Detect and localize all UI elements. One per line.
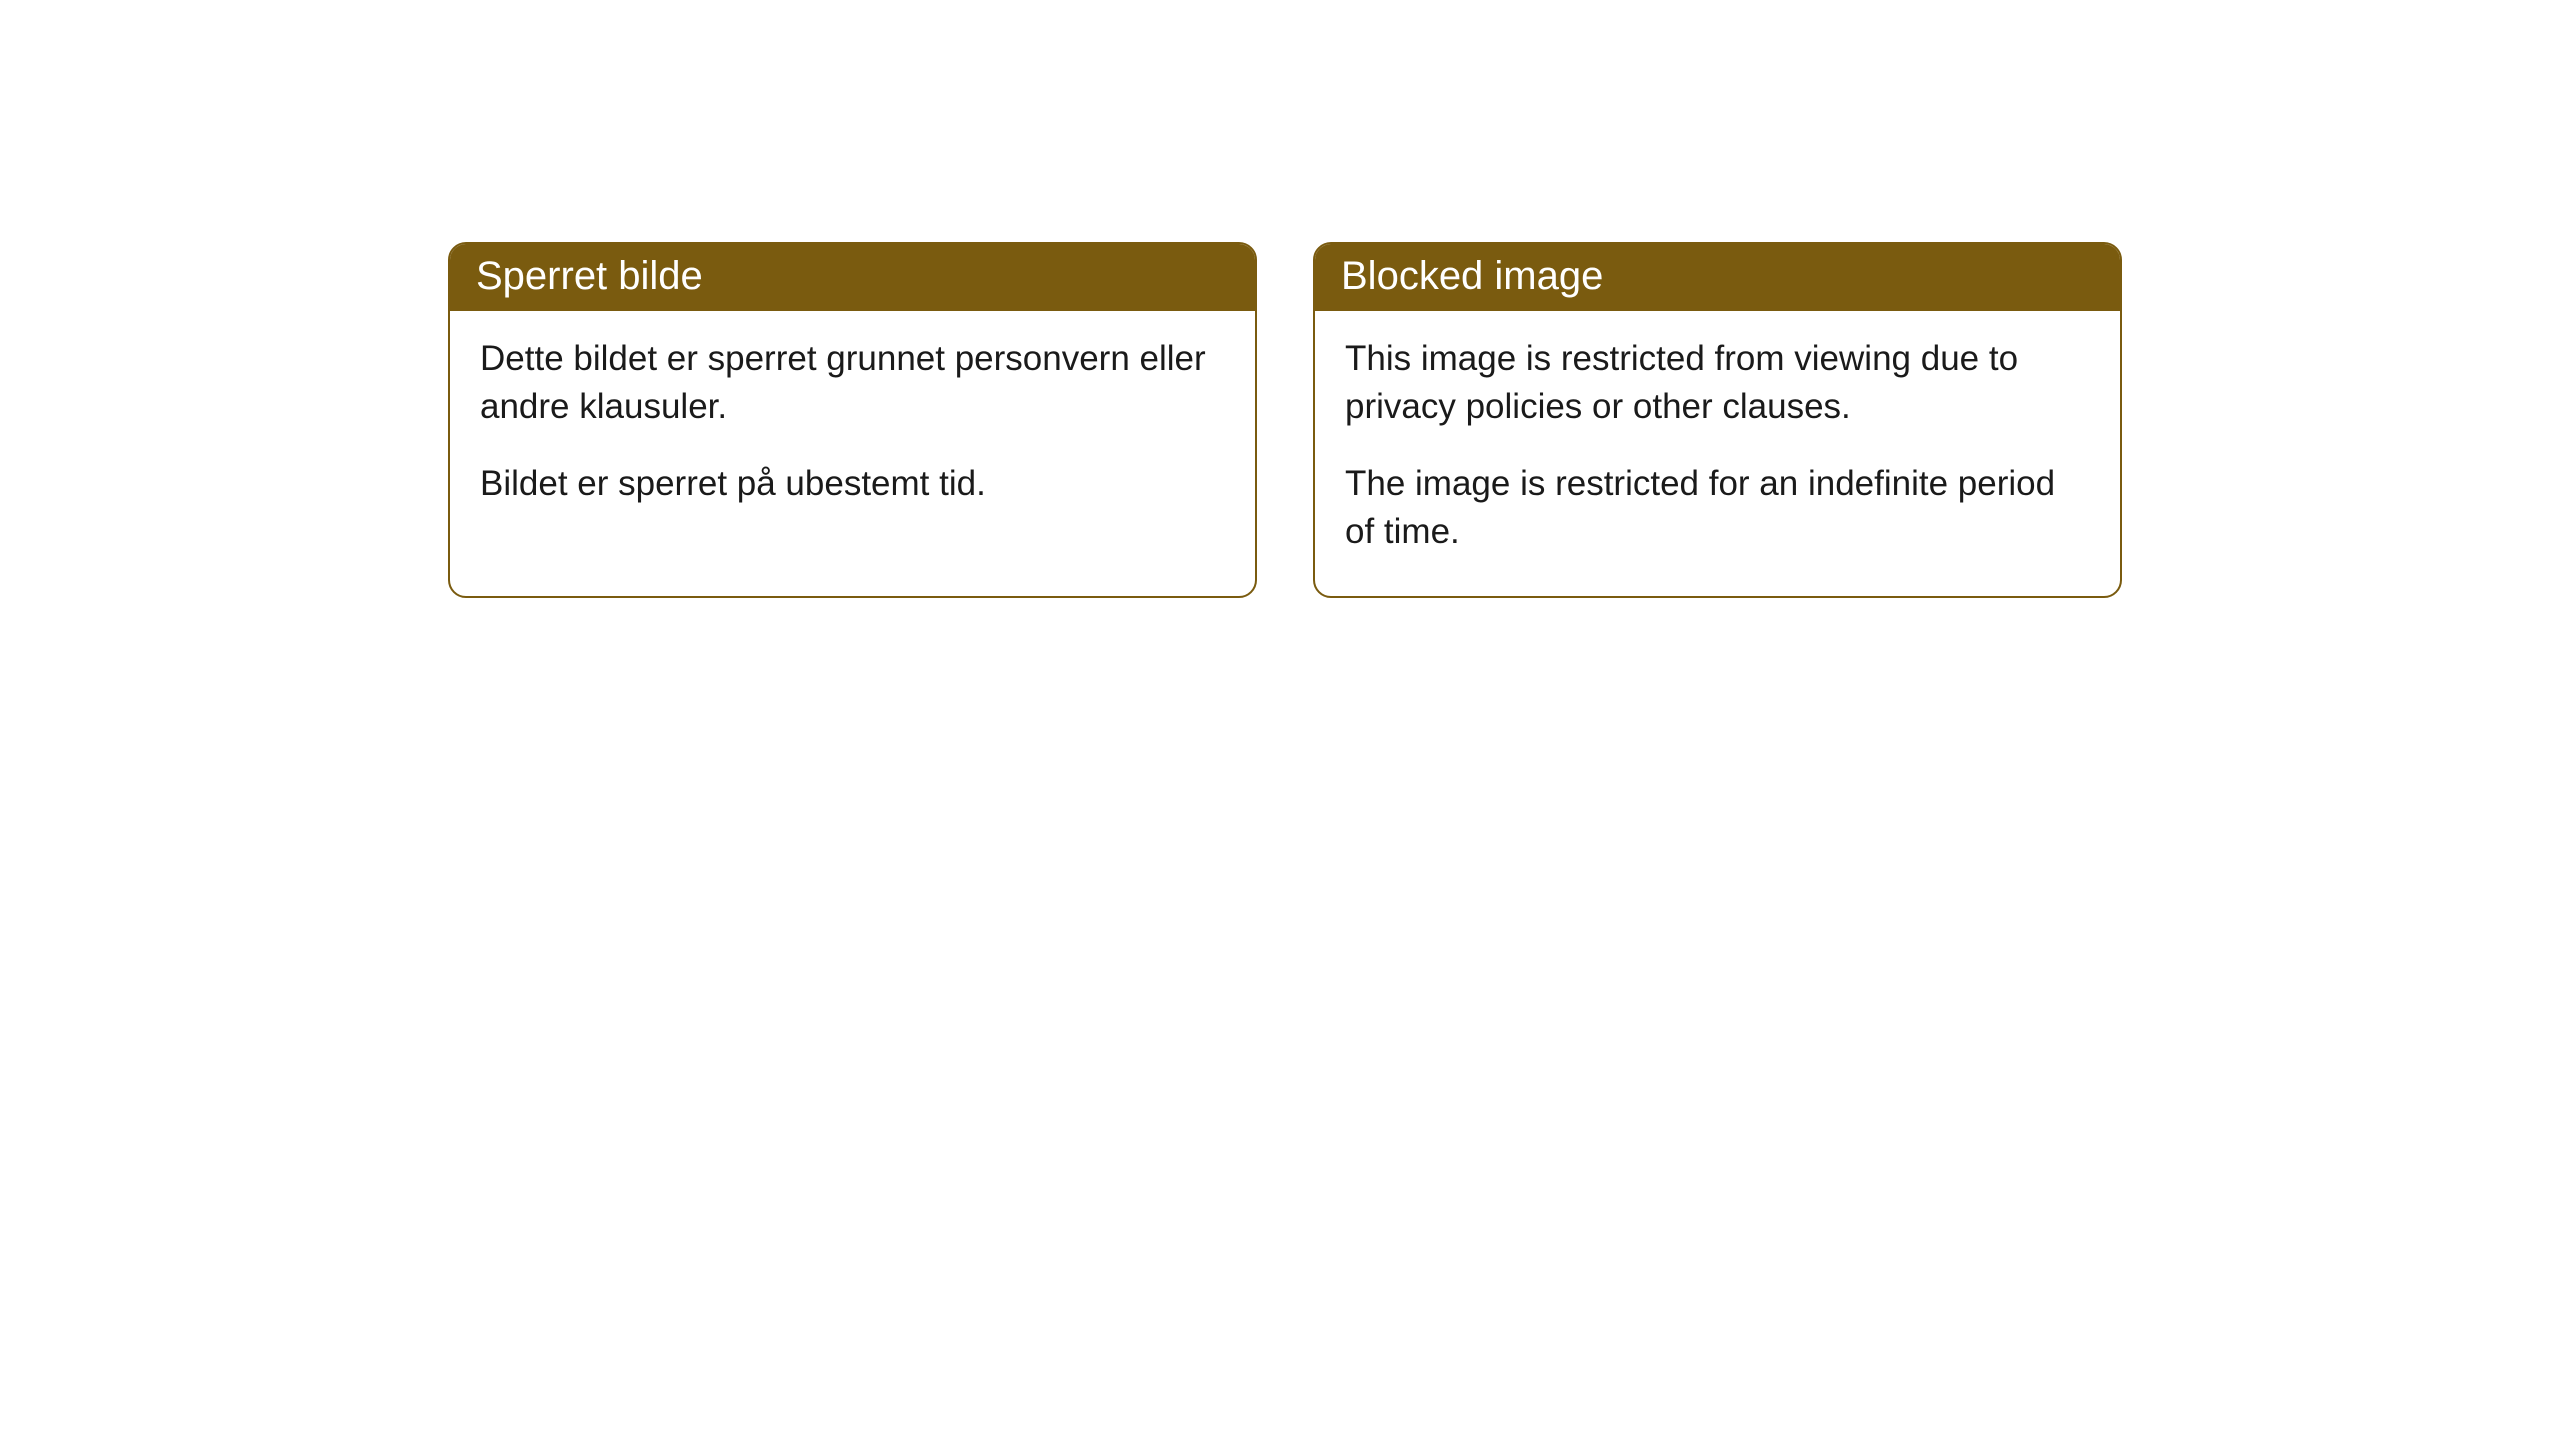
card-header: Sperret bilde <box>450 244 1255 311</box>
card-paragraph: The image is restricted for an indefinit… <box>1345 460 2090 557</box>
card-paragraph: Dette bildet er sperret grunnet personve… <box>480 335 1225 432</box>
notice-cards-container: Sperret bilde Dette bildet er sperret gr… <box>0 0 2560 598</box>
notice-card-norwegian: Sperret bilde Dette bildet er sperret gr… <box>448 242 1257 598</box>
card-header: Blocked image <box>1315 244 2120 311</box>
card-title: Blocked image <box>1341 254 1603 298</box>
card-body: This image is restricted from viewing du… <box>1315 311 2120 596</box>
card-paragraph: This image is restricted from viewing du… <box>1345 335 2090 432</box>
card-title: Sperret bilde <box>476 254 703 298</box>
card-paragraph: Bildet er sperret på ubestemt tid. <box>480 460 1225 508</box>
notice-card-english: Blocked image This image is restricted f… <box>1313 242 2122 598</box>
card-body: Dette bildet er sperret grunnet personve… <box>450 311 1255 548</box>
